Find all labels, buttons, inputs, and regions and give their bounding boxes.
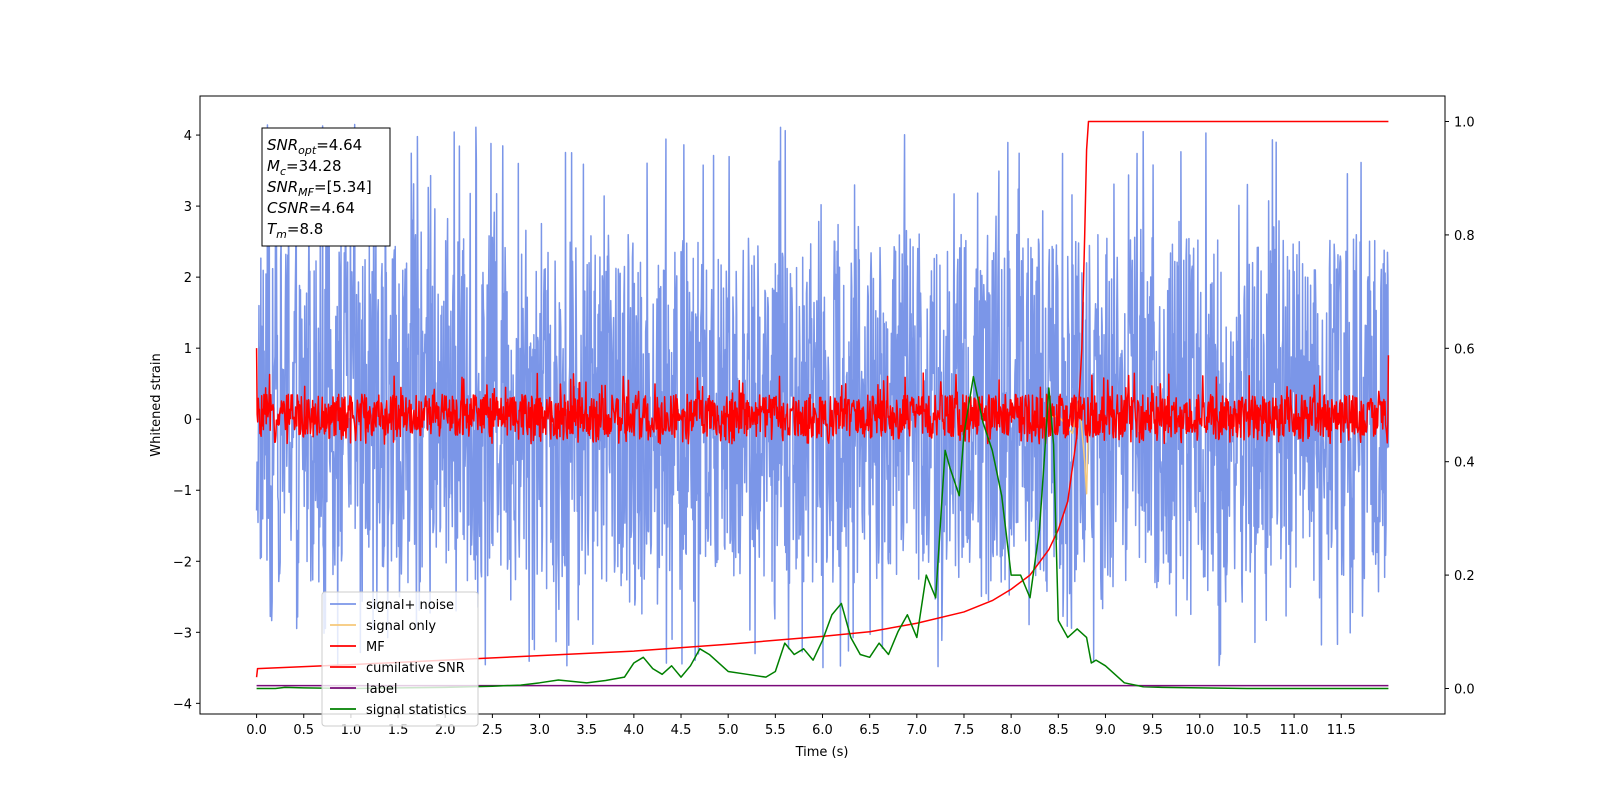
y2-tick-label: 0.6 xyxy=(1454,342,1475,357)
x-tick-label: 11.0 xyxy=(1280,723,1309,738)
legend-entry: signal statistics xyxy=(366,703,467,718)
y-tick-label: 0 xyxy=(184,413,192,428)
y-tick-label: −2 xyxy=(173,555,192,570)
y-tick-label: 2 xyxy=(184,271,192,286)
y-axis-left: −4 −3 −2 −1 0 1 2 3 4 xyxy=(173,129,200,712)
x-tick-label: 8.0 xyxy=(1001,723,1022,738)
x-tick-label: 10.5 xyxy=(1232,723,1261,738)
y2-tick-label: 1.0 xyxy=(1454,116,1475,131)
x-tick-label: 6.5 xyxy=(859,723,880,738)
annotation-line: SNRopt=4.64 xyxy=(267,136,362,157)
x-tick-label: 11.5 xyxy=(1327,723,1356,738)
x-tick-label: 9.5 xyxy=(1142,723,1163,738)
annotation-frame xyxy=(261,127,391,247)
y2-tick-label: 0.0 xyxy=(1454,682,1475,697)
y2-tick-label: 0.4 xyxy=(1454,456,1475,471)
y-tick-label: −3 xyxy=(173,626,192,641)
y-tick-label: −4 xyxy=(173,697,192,712)
x-tick-label: 7.0 xyxy=(906,723,927,738)
x-tick-label: 6.0 xyxy=(812,723,833,738)
y-axis-label: Whitened strain xyxy=(149,353,164,456)
annotation-line: Mc=34.28 xyxy=(267,157,342,178)
x-tick-label: 3.0 xyxy=(529,723,550,738)
x-tick-label: 4.0 xyxy=(624,723,645,738)
x-axis: 0.0 0.5 1.0 1.5 2.0 2.5 3.0 3.5 4.0 4.5 5.0 5.5 6.0 6… xyxy=(246,714,1356,738)
stats-annotation-box: SNRopt=4.64Mc=34.28SNRMF=[5.34]CSNR=4.64… xyxy=(261,127,391,247)
x-tick-label: 1.5 xyxy=(388,723,409,738)
y-axis-right: 0.0 0.2 0.4 0.6 0.8 1.0 xyxy=(1445,116,1475,697)
annotation-line: Tm=8.8 xyxy=(267,220,323,241)
legend-entry: signal+ noise xyxy=(366,598,454,613)
series-signal-noise xyxy=(255,123,1390,669)
y-tick-label: 1 xyxy=(184,342,192,357)
x-tick-label: 9.0 xyxy=(1095,723,1116,738)
annotation-line: SNRMF=[5.34] xyxy=(267,178,372,199)
x-tick-label: 1.0 xyxy=(341,723,362,738)
y2-tick-label: 0.8 xyxy=(1454,229,1475,244)
x-tick-label: 7.5 xyxy=(954,723,975,738)
x-tick-label: 5.0 xyxy=(718,723,739,738)
annotation-line: CSNR=4.64 xyxy=(267,199,355,217)
series-signal-statistics xyxy=(256,375,1389,690)
x-tick-label: 2.5 xyxy=(482,723,503,738)
x-tick-label: 0.0 xyxy=(246,723,267,738)
x-tick-label: 3.5 xyxy=(576,723,597,738)
y-tick-label: −1 xyxy=(173,484,192,499)
y-tick-label: 4 xyxy=(184,129,192,144)
legend-entry: label xyxy=(366,682,397,697)
y2-tick-label: 0.2 xyxy=(1454,569,1475,584)
x-tick-label: 0.5 xyxy=(293,723,314,738)
y-tick-label: 3 xyxy=(184,200,192,215)
legend-entry: signal only xyxy=(366,619,436,634)
x-tick-label: 8.5 xyxy=(1048,723,1069,738)
series-mf xyxy=(255,348,1390,445)
x-axis-label: Time (s) xyxy=(795,745,849,760)
x-tick-label: 5.5 xyxy=(765,723,786,738)
legend-entry: cumilative SNR xyxy=(366,661,465,676)
series-cumilative-snr xyxy=(255,120,1389,678)
legend-entry: MF xyxy=(366,640,385,655)
x-tick-label: 4.5 xyxy=(671,723,692,738)
x-tick-label: 2.0 xyxy=(435,723,456,738)
x-tick-label: 10.0 xyxy=(1185,723,1214,738)
legend: signal+ noise signal only MF cumilative SNR… xyxy=(321,591,479,727)
legend-frame xyxy=(321,591,479,727)
